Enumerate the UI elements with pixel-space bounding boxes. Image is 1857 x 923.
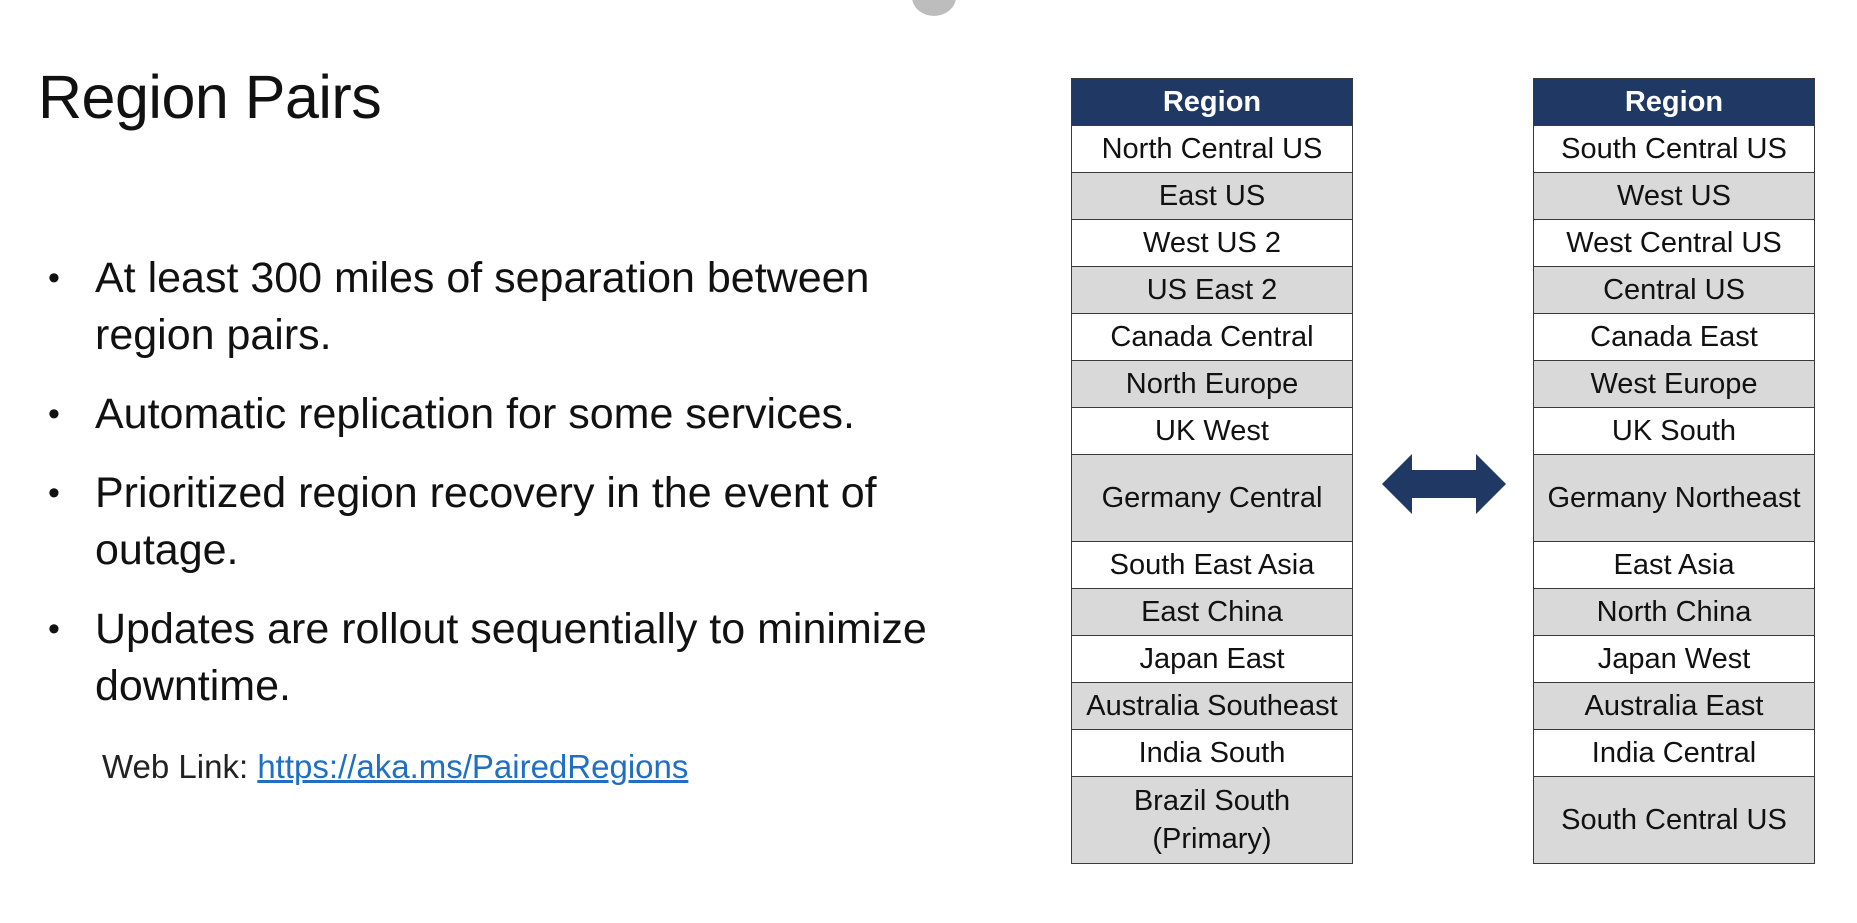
table-row: Germany Northeast xyxy=(1533,454,1815,542)
table-row: India South xyxy=(1071,729,1353,777)
bullet-item: • Updates are rollout sequentially to mi… xyxy=(40,601,1000,715)
region-cell: Japan East xyxy=(1071,635,1353,683)
region-cell: India South xyxy=(1071,729,1353,777)
region-cell: South Central US xyxy=(1533,776,1815,864)
region-cell: US East 2 xyxy=(1071,266,1353,314)
table-row: North Europe xyxy=(1071,360,1353,408)
table-row: UK West xyxy=(1071,407,1353,455)
bullet-dot-icon: • xyxy=(48,474,60,512)
region-cell: East US xyxy=(1071,172,1353,220)
region-cell: North Europe xyxy=(1071,360,1353,408)
region-cell: South Central US xyxy=(1533,125,1815,173)
bullet-dot-icon: • xyxy=(48,259,60,297)
region-cell: West Central US xyxy=(1533,219,1815,267)
bullet-item: • At least 300 miles of separation betwe… xyxy=(40,250,1000,364)
table-row: Canada East xyxy=(1533,313,1815,361)
region-cell: West US 2 xyxy=(1071,219,1353,267)
table-row: Australia East xyxy=(1533,682,1815,730)
table-row: East Asia xyxy=(1533,541,1815,589)
region-cell: Germany Northeast xyxy=(1533,454,1815,542)
table-row: Japan West xyxy=(1533,635,1815,683)
region-cell: East Asia xyxy=(1533,541,1815,589)
table-row: Canada Central xyxy=(1071,313,1353,361)
table-header: Region xyxy=(1071,78,1353,126)
region-cell: South East Asia xyxy=(1071,541,1353,589)
table-row: Australia Southeast xyxy=(1071,682,1353,730)
region-cell: UK West xyxy=(1071,407,1353,455)
table-row: UK South xyxy=(1533,407,1815,455)
region-cell: West US xyxy=(1533,172,1815,220)
table-row: West US xyxy=(1533,172,1815,220)
table-row: South Central US xyxy=(1533,776,1815,864)
web-link-label: Web Link: xyxy=(102,748,258,785)
table-row: West US 2 xyxy=(1071,219,1353,267)
table-row: Central US xyxy=(1533,266,1815,314)
double-headed-arrow-icon xyxy=(1382,454,1506,514)
bullet-text: Updates are rollout sequentially to mini… xyxy=(95,605,927,710)
region-cell: North Central US xyxy=(1071,125,1353,173)
region-cell: Canada Central xyxy=(1071,313,1353,361)
right-region-table: Region South Central US West US West Cen… xyxy=(1533,78,1815,864)
table-row: Brazil South (Primary) xyxy=(1071,776,1353,864)
slide-title: Region Pairs xyxy=(38,63,382,131)
presenter-dot-icon xyxy=(912,0,956,16)
region-cell: Australia Southeast xyxy=(1071,682,1353,730)
region-cell: India Central xyxy=(1533,729,1815,777)
table-row: US East 2 xyxy=(1071,266,1353,314)
bullet-dot-icon: • xyxy=(48,395,60,433)
web-link-line: Web Link: https://aka.ms/PairedRegions xyxy=(102,748,688,786)
region-cell: North China xyxy=(1533,588,1815,636)
bullet-text: Automatic replication for some services. xyxy=(95,390,855,438)
region-cell: Central US xyxy=(1533,266,1815,314)
table-row: East China xyxy=(1071,588,1353,636)
table-row: East US xyxy=(1071,172,1353,220)
bullet-text: At least 300 miles of separation between… xyxy=(95,254,870,359)
table-row: Japan East xyxy=(1071,635,1353,683)
table-row: North China xyxy=(1533,588,1815,636)
bullet-item: • Automatic replication for some service… xyxy=(40,386,1000,443)
region-cell: Brazil South (Primary) xyxy=(1071,776,1353,864)
region-cell: West Europe xyxy=(1533,360,1815,408)
table-row: West Central US xyxy=(1533,219,1815,267)
table-row: South Central US xyxy=(1533,125,1815,173)
left-region-table: Region North Central US East US West US … xyxy=(1071,78,1353,864)
paired-regions-link[interactable]: https://aka.ms/PairedRegions xyxy=(257,748,689,785)
bullet-item: • Prioritized region recovery in the eve… xyxy=(40,465,1000,579)
table-row: West Europe xyxy=(1533,360,1815,408)
table-row: India Central xyxy=(1533,729,1815,777)
region-cell: Australia East xyxy=(1533,682,1815,730)
region-cell: Germany Central xyxy=(1071,454,1353,542)
table-row: Germany Central xyxy=(1071,454,1353,542)
bullet-text: Prioritized region recovery in the event… xyxy=(95,469,877,574)
bullet-list: • At least 300 miles of separation betwe… xyxy=(40,250,1000,737)
table-row: North Central US xyxy=(1071,125,1353,173)
table-header: Region xyxy=(1533,78,1815,126)
bullet-dot-icon: • xyxy=(48,610,60,648)
region-cell: East China xyxy=(1071,588,1353,636)
table-row: South East Asia xyxy=(1071,541,1353,589)
region-cell: Canada East xyxy=(1533,313,1815,361)
region-cell: UK South xyxy=(1533,407,1815,455)
region-cell: Japan West xyxy=(1533,635,1815,683)
